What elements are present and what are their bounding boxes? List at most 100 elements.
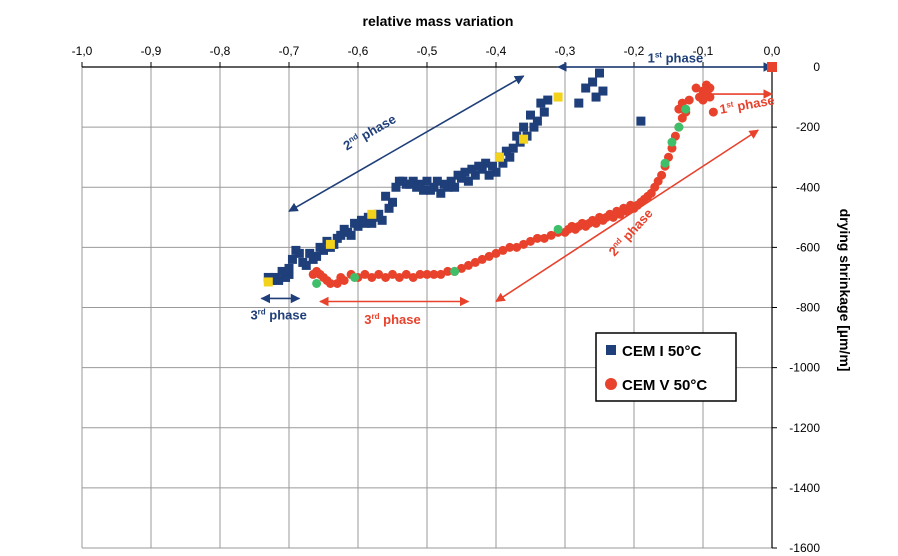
phase-label: 2nd phase [341, 111, 399, 153]
data-point-cem-i [291, 245, 301, 255]
data-point-cem-i [436, 188, 446, 198]
data-point-cem-i [384, 203, 394, 213]
phase-label-tail: phase [355, 111, 398, 145]
data-point-cem-i [422, 176, 432, 186]
data-point-cem-i [298, 257, 308, 267]
data-point-cem-v [505, 242, 515, 252]
data-point-cem-v [360, 269, 370, 279]
phase-arrow [288, 75, 525, 212]
data-point-cem-i [598, 86, 608, 96]
data-point-cem-v [388, 269, 397, 279]
data-point-cem-v [532, 233, 542, 243]
data-point-cem-i [450, 182, 460, 192]
data-point-cem-i [453, 170, 463, 180]
phase-label: 3rd phase [250, 308, 306, 323]
phase-label-sup: st [726, 100, 735, 110]
highlight-point-green [667, 137, 677, 147]
x-tick-label: -0,3 [555, 44, 576, 58]
data-point-cem-v [415, 269, 425, 279]
data-point-cem-i [470, 170, 480, 180]
data-point-cem-v [367, 272, 377, 282]
data-point-cem-i [377, 215, 387, 225]
data-point-cem-i [581, 83, 591, 93]
highlight-point-green [450, 266, 460, 276]
data-point-cem-i [543, 95, 553, 105]
data-point-cem-i [425, 185, 435, 195]
y-tick-label: -1000 [789, 361, 820, 375]
data-point-cem-v [374, 269, 384, 279]
phase-label-sup: st [655, 50, 662, 59]
data-series [263, 62, 777, 288]
legend-marker-cem-v [605, 378, 617, 390]
data-point-cem-i [636, 116, 646, 126]
data-point-cem-i [481, 158, 491, 168]
y-tick-label: -1600 [789, 541, 820, 555]
x-tick-label: -0,5 [417, 44, 438, 58]
highlight-point-green [681, 104, 691, 114]
data-point-cem-i [419, 185, 429, 195]
highlight-point-yellow [263, 277, 273, 287]
data-point-cem-i [356, 215, 366, 225]
phase-arrow [495, 129, 760, 303]
y-axis-ticks: 0 -200 -400 -600 -800 -1000 -1200 -1400 -1600 [772, 60, 820, 555]
data-point-cem-i [519, 122, 529, 132]
data-point-cem-i [388, 197, 397, 207]
data-point-cem-v [443, 266, 453, 276]
data-point-cem-i [588, 77, 598, 87]
data-point-cem-i [350, 218, 360, 228]
grid [81, 66, 773, 549]
y-tick-label: -1200 [789, 421, 820, 435]
y-tick-label: -200 [796, 120, 820, 134]
data-point-cem-i [463, 176, 473, 186]
x-tick-label: -0,2 [624, 44, 645, 58]
x-tick-label: -0,9 [141, 44, 162, 58]
data-point-cem-v [422, 269, 432, 279]
x-axis-title: relative mass variation [363, 13, 514, 29]
data-point-cem-v [677, 113, 687, 123]
y-tick-label: -1400 [789, 481, 820, 495]
data-point-cem-i [526, 110, 535, 120]
phase-label: 1st phase [718, 92, 775, 116]
phase-label-base: 1 [648, 50, 655, 65]
data-point-cem-i [339, 224, 349, 234]
legend-label-cem-v: CEM V 50°C [622, 377, 707, 394]
data-point-cem-v [698, 95, 708, 105]
y-tick-label: -600 [796, 240, 820, 254]
legend-label-cem-i: CEM I 50°C [622, 343, 702, 360]
data-point-cem-i [412, 182, 422, 192]
legend: CEM I 50°C CEM V 50°C [595, 332, 737, 402]
origin-marker [767, 62, 777, 72]
data-point-cem-i [467, 164, 477, 174]
data-point-cem-v [394, 272, 404, 282]
data-point-cem-i [529, 122, 539, 132]
phase-label-sup: rd [258, 308, 266, 317]
data-point-cem-v [470, 257, 480, 267]
data-point-cem-v [484, 251, 494, 261]
phase-label-tail: phase [380, 312, 421, 327]
data-point-cem-v [401, 269, 411, 279]
data-point-cem-i [287, 254, 297, 264]
data-point-cem-i [460, 167, 470, 177]
data-point-cem-v [560, 227, 570, 237]
highlight-point-yellow [494, 152, 504, 162]
data-point-cem-i [488, 161, 498, 171]
legend-box [595, 332, 737, 402]
legend-marker-cem-i [606, 345, 616, 355]
highlight-point-green [312, 278, 322, 288]
data-point-cem-i [277, 266, 287, 276]
data-point-cem-i [491, 167, 501, 177]
phase-label-base: 3 [250, 308, 257, 323]
x-axis-ticks: -1,0 -0,9 -0,8 -0,7 -0,6 -0,5 -0,4 -0,3 -0,2 -0,1… [72, 44, 781, 67]
data-point-cem-v [463, 260, 473, 270]
data-point-cem-i [332, 233, 342, 243]
data-point-cem-i [367, 218, 377, 228]
x-tick-label: -0,1 [693, 44, 714, 58]
data-point-cem-i [432, 176, 442, 186]
highlight-point-yellow [325, 239, 335, 249]
data-point-cem-i [574, 98, 584, 108]
data-point-cem-v [708, 107, 718, 117]
highlight-point-green [674, 122, 684, 132]
highlight-point-yellow [519, 134, 529, 144]
data-point-cem-v [684, 95, 694, 105]
